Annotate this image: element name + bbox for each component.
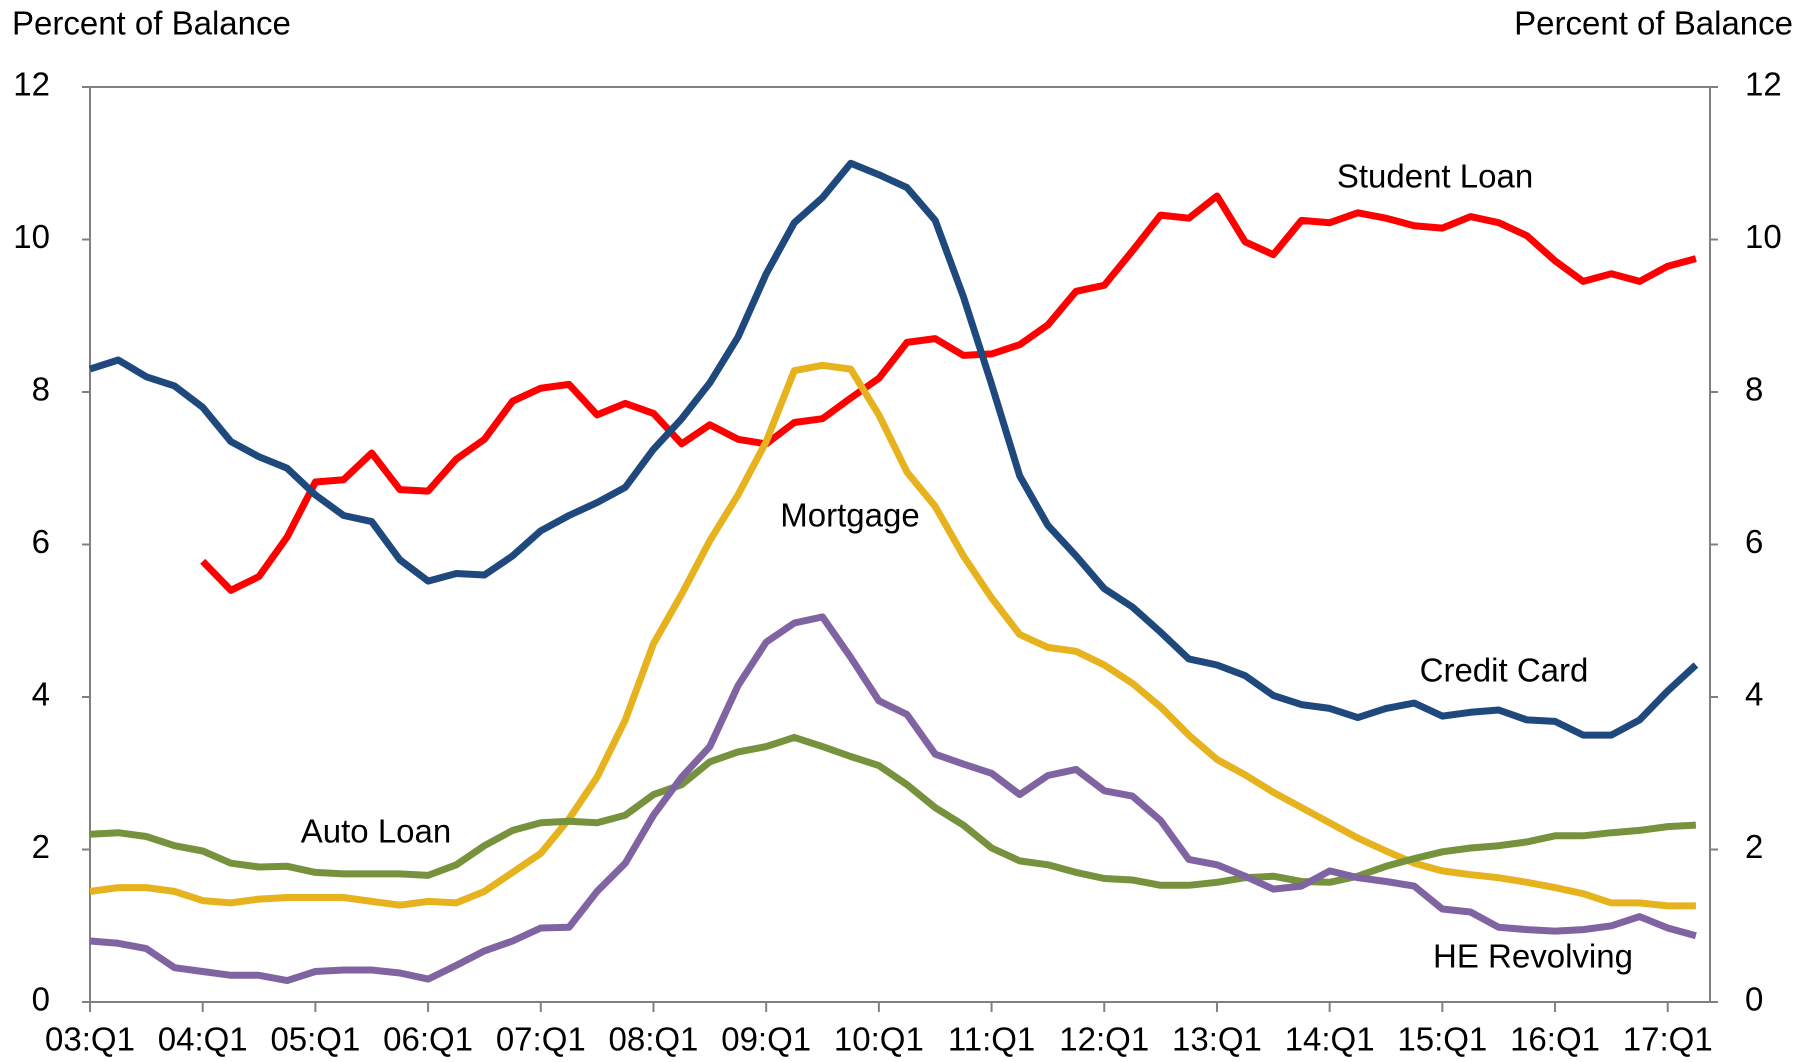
series-line xyxy=(89,361,1696,910)
x-tick-label: 05:Q1 xyxy=(270,1021,360,1058)
x-tick-label: 15:Q1 xyxy=(1397,1021,1487,1058)
x-tick-label: 16:Q1 xyxy=(1510,1021,1600,1058)
x-tick-label: 17:Q1 xyxy=(1623,1021,1713,1058)
x-tick-label: 10:Q1 xyxy=(834,1021,924,1058)
series-line xyxy=(88,159,1699,739)
y-tick-label: 8 xyxy=(32,371,50,408)
y2-tick-label: 10 xyxy=(1745,218,1782,255)
series-label: Auto Loan xyxy=(301,813,451,850)
y-tick-label: 10 xyxy=(13,218,50,255)
series-line xyxy=(200,192,1697,594)
y2-tick-label: 2 xyxy=(1745,828,1763,865)
y-tick-label: 6 xyxy=(32,523,50,560)
y-tick-label: 4 xyxy=(32,676,50,713)
x-tick-label: 08:Q1 xyxy=(609,1021,699,1058)
y2-tick-label: 6 xyxy=(1745,523,1763,560)
x-tick-label: 14:Q1 xyxy=(1285,1021,1375,1058)
x-tick-label: 04:Q1 xyxy=(158,1021,248,1058)
y2-tick-label: 12 xyxy=(1745,66,1782,103)
series-label: Student Loan xyxy=(1337,158,1533,195)
series-line xyxy=(89,613,1697,985)
x-tick-label: 07:Q1 xyxy=(496,1021,586,1058)
y-axis-label: Percent of Balance xyxy=(12,5,291,42)
series-label: Credit Card xyxy=(1420,652,1589,689)
x-tick-label: 12:Q1 xyxy=(1059,1021,1149,1058)
series-line xyxy=(89,733,1697,889)
x-tick-label: 06:Q1 xyxy=(383,1021,473,1058)
y2-tick-label: 8 xyxy=(1745,371,1763,408)
plot-frame xyxy=(89,86,1711,1003)
series-label: HE Revolving xyxy=(1433,938,1633,975)
y-tick-label: 0 xyxy=(32,981,50,1018)
y2-tick-label: 0 xyxy=(1745,981,1763,1018)
y2-tick-label: 4 xyxy=(1745,676,1763,713)
y-tick-label: 12 xyxy=(13,66,50,103)
y2-axis-label: Percent of Balance xyxy=(1514,5,1793,42)
x-tick-label: 11:Q1 xyxy=(948,1021,1035,1058)
x-tick-label: 03:Q1 xyxy=(45,1021,135,1058)
x-tick-label: 13:Q1 xyxy=(1172,1021,1262,1058)
y-tick-label: 2 xyxy=(32,828,50,865)
x-tick-label: 09:Q1 xyxy=(721,1021,811,1058)
series-label: Mortgage xyxy=(780,497,919,534)
